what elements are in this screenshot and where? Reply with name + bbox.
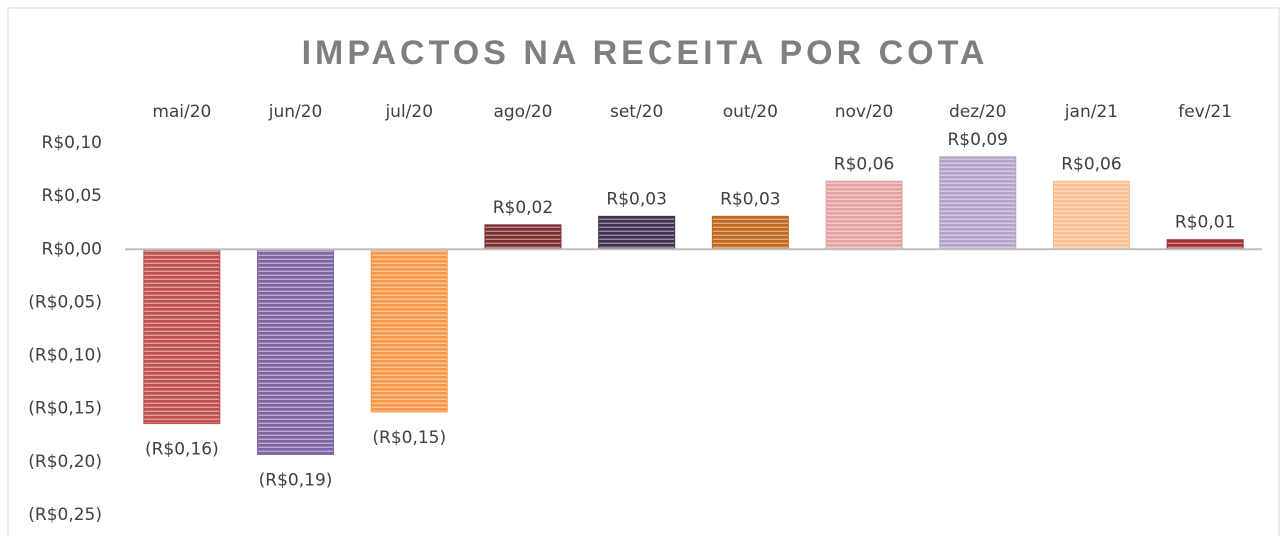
y-tick-label: (R$0,15): [28, 399, 102, 419]
data-label: R$0,06: [1061, 154, 1121, 174]
bar: [370, 248, 448, 413]
x-tick-label: ago/20: [493, 102, 552, 122]
x-tick-label: mai/20: [152, 102, 211, 122]
bar: [484, 224, 562, 250]
data-label: R$0,02: [493, 198, 553, 218]
x-tick-label: jul/20: [384, 102, 433, 122]
data-label: R$0,03: [606, 189, 666, 209]
bar: [711, 215, 789, 250]
bar: [257, 248, 335, 455]
data-label: R$0,03: [720, 189, 780, 209]
y-tick-label: (R$0,05): [28, 292, 102, 312]
x-tick-label: dez/20: [949, 102, 1007, 122]
data-label: (R$0,15): [372, 428, 446, 448]
x-tick-label: out/20: [723, 102, 778, 122]
data-label: R$0,06: [834, 154, 894, 174]
data-label: (R$0,19): [259, 470, 333, 490]
bar: [825, 180, 903, 250]
y-tick-label: R$0,00: [42, 239, 102, 259]
y-tick-label: R$0,10: [42, 133, 102, 153]
chart-title: IMPACTOS NA RECEITA POR COTA: [302, 34, 989, 72]
y-tick-label: (R$0,25): [28, 505, 102, 525]
y-tick-label: (R$0,20): [28, 452, 102, 472]
data-label: (R$0,16): [145, 440, 219, 460]
data-label: R$0,01: [1175, 213, 1235, 233]
x-tick-label: jun/20: [268, 102, 323, 122]
x-tick-label: jan/21: [1064, 102, 1118, 122]
bar: [143, 248, 221, 425]
y-tick-label: R$0,05: [42, 186, 102, 206]
data-label: R$0,09: [948, 130, 1008, 150]
y-tick-label: (R$0,10): [28, 346, 102, 366]
x-tick-label: nov/20: [835, 102, 894, 122]
bar: [1052, 180, 1130, 250]
bar: [1166, 239, 1244, 250]
bar: [598, 215, 676, 250]
x-tick-label: set/20: [610, 102, 663, 122]
bar: [939, 156, 1017, 250]
x-tick-label: fev/21: [1178, 102, 1232, 122]
